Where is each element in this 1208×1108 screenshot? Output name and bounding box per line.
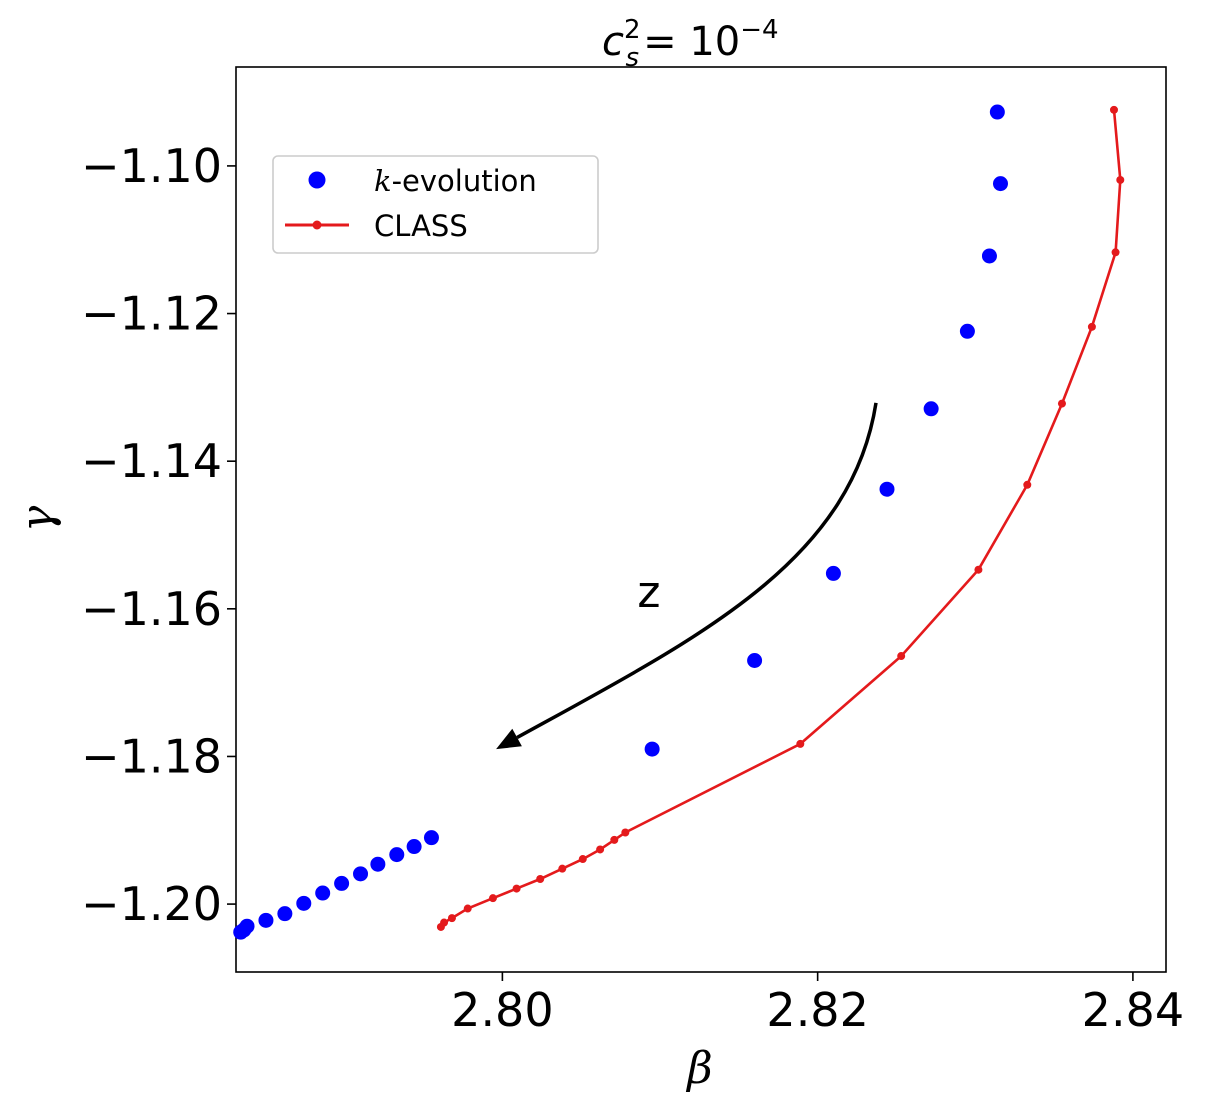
point-k-evolution [981, 248, 997, 264]
legend-marker-k-evolution [308, 171, 326, 189]
point-class [578, 855, 587, 864]
point-k-evolution [879, 481, 895, 497]
point-k-evolution [423, 830, 439, 846]
y-tick-label: −1.10 [81, 139, 222, 193]
point-class [974, 565, 983, 574]
title-base: c [602, 19, 624, 65]
series-layer [233, 104, 1125, 940]
y-tick-label: −1.18 [81, 729, 222, 783]
x-tick-label: 2.82 [766, 983, 868, 1037]
point-class [558, 864, 567, 873]
point-class [610, 835, 619, 844]
point-k-evolution [296, 895, 312, 911]
point-k-evolution [334, 875, 350, 891]
point-k-evolution [747, 652, 763, 668]
point-class [1023, 480, 1032, 489]
arrow-head [496, 728, 522, 750]
y-axis-label: γ [12, 505, 63, 532]
point-class [436, 922, 445, 931]
point-k-evolution [923, 401, 939, 417]
point-class [897, 652, 906, 661]
legend-k-prefix: k [374, 164, 392, 198]
point-class [1057, 399, 1066, 408]
x-tick-label: 2.80 [451, 983, 553, 1037]
point-k-evolution [258, 912, 274, 928]
point-k-evolution [959, 323, 975, 339]
y-tick-label: −1.12 [81, 287, 222, 341]
point-class [536, 874, 545, 883]
point-k-evolution [406, 839, 422, 855]
point-class [621, 828, 630, 837]
annotation-arrow [496, 402, 878, 750]
x-axis-ticks: 2.80 2.82 2.84 [451, 972, 1184, 1037]
point-k-evolution [992, 176, 1008, 192]
legend-label-class: CLASS [374, 209, 468, 243]
legend: k-evolution CLASS [272, 155, 599, 254]
legend-label-k-evolution: k-evolution [374, 164, 537, 198]
series-k-evolution [233, 104, 1008, 940]
point-class [512, 884, 521, 893]
point-class [1111, 248, 1120, 257]
point-class [1116, 175, 1125, 184]
point-k-evolution [277, 906, 293, 922]
point-class [1109, 105, 1118, 114]
x-tick-label: 2.84 [1082, 983, 1184, 1037]
point-k-evolution [370, 856, 386, 872]
point-class [447, 914, 456, 923]
point-k-evolution [353, 866, 369, 882]
point-class [1087, 322, 1096, 331]
point-class [463, 904, 472, 913]
legend-box [272, 155, 599, 254]
legend-k-name: -evolution [392, 164, 537, 198]
annotation-z-label: z [637, 567, 660, 618]
x-axis-label: β [685, 1043, 712, 1094]
svg-text:c2s= 10−4: c2 s = 10−4 [602, 15, 779, 73]
point-k-evolution [644, 741, 660, 757]
point-k-evolution [825, 565, 841, 581]
point-k-evolution [989, 104, 1005, 120]
y-axis-ticks: −1.10 −1.12 −1.14 −1.16 −1.18 −1.20 [81, 139, 236, 931]
series-class [436, 105, 1125, 931]
chart-title: c2 s = 10−4 [602, 15, 779, 73]
title-exp: −4 [740, 15, 778, 45]
title-eq: = 10 [643, 19, 740, 65]
title-sup: 2 [624, 15, 641, 45]
y-tick-label: −1.14 [81, 434, 222, 488]
point-class [488, 894, 497, 903]
point-k-evolution [233, 924, 249, 940]
y-tick-label: −1.16 [81, 582, 222, 636]
legend-marker-class [312, 220, 322, 230]
arrow-curve [516, 402, 878, 740]
y-tick-label: −1.20 [81, 877, 222, 931]
point-k-evolution [389, 847, 405, 863]
point-k-evolution [315, 885, 331, 901]
title-sub: s [626, 43, 640, 73]
point-class [796, 739, 805, 748]
point-class [596, 845, 605, 854]
